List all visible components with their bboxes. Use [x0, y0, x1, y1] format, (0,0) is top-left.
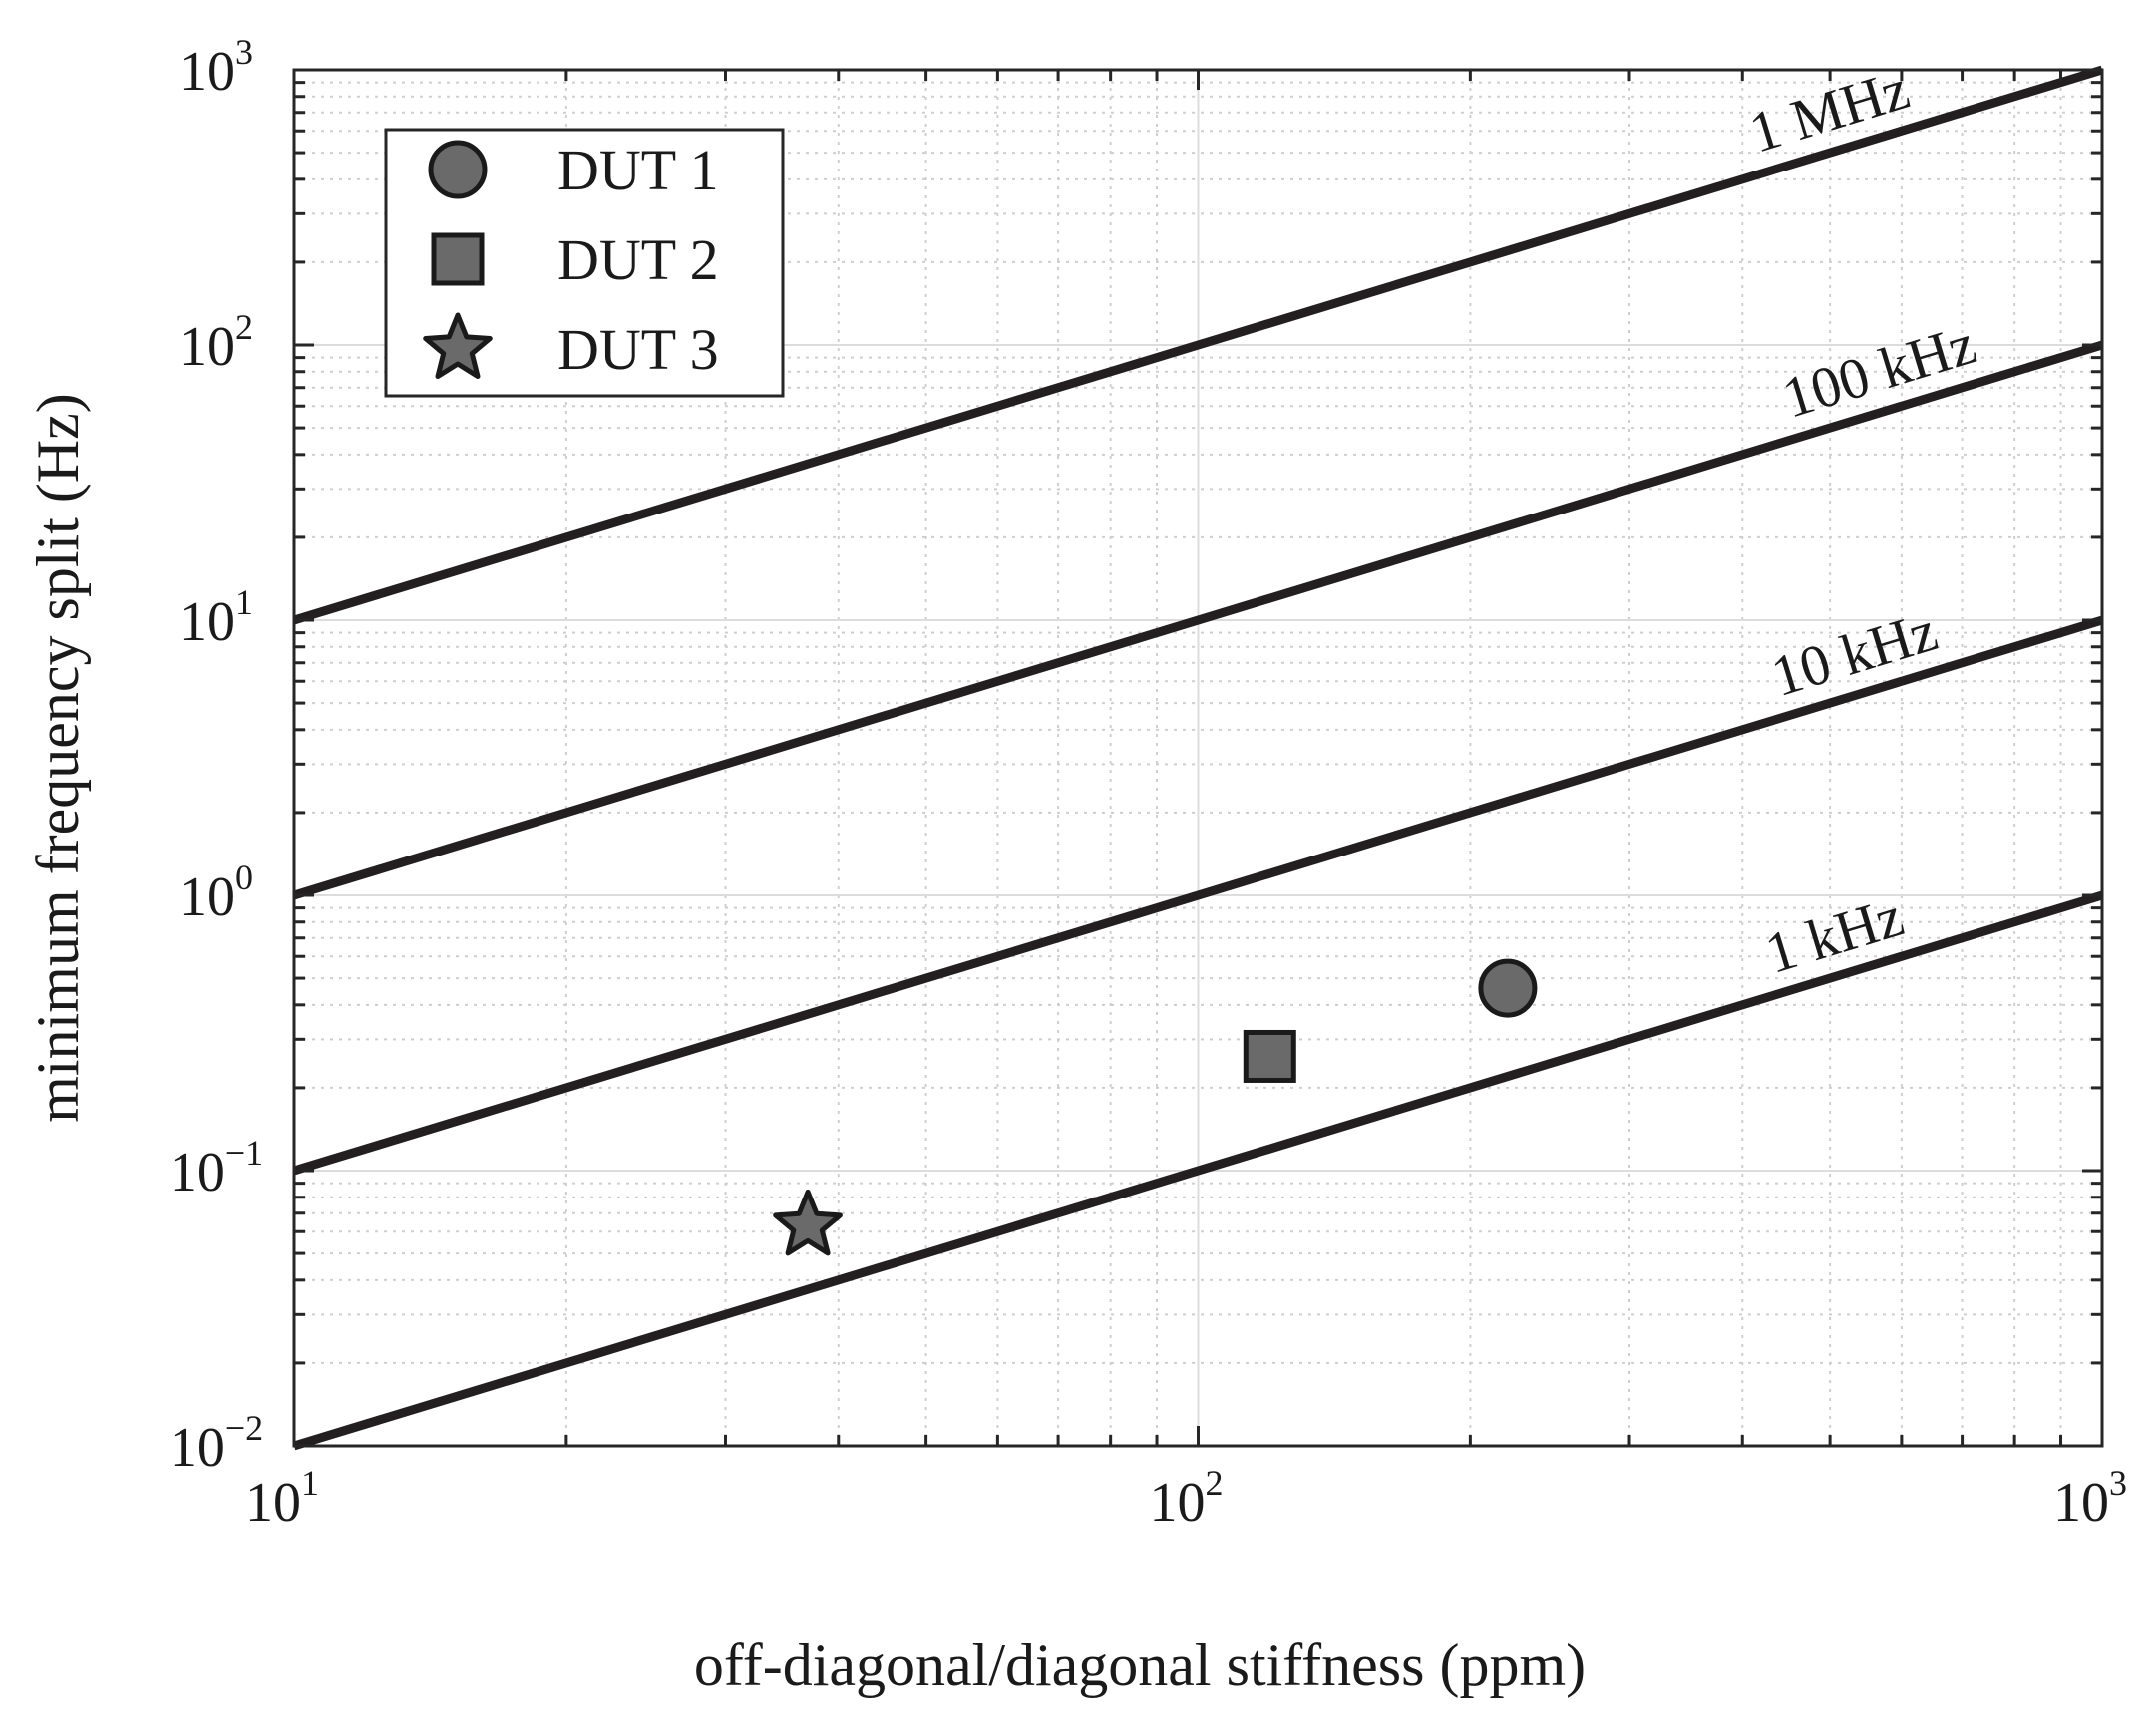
data-point [1243, 1029, 1296, 1083]
reference-line [292, 615, 2104, 1176]
tick-labels: 101 102 103 10−2 10−1 100 101 102 103 [170, 32, 2127, 1534]
legend-marker [431, 232, 485, 286]
legend-entry: DUT 3 [557, 317, 719, 382]
x-axis-label: off-diagonal/diagonal stiffness (ppm) [694, 1632, 1586, 1698]
reference-lines [292, 65, 2104, 1451]
legend-marker [423, 312, 493, 379]
legend-entry: DUT 2 [557, 227, 719, 292]
y-tick-label: 10−1 [170, 1133, 263, 1203]
reference-line [292, 890, 2104, 1451]
y-tick-label: 100 [180, 857, 253, 928]
reference-line-label: 1 kHz [1758, 883, 1911, 986]
y-tick-label: 101 [180, 582, 253, 653]
legend: DUT 1 DUT 2 DUT 3 [384, 128, 785, 398]
x-tick-label: 103 [2053, 1463, 2127, 1534]
axes-frame [292, 68, 2104, 1448]
x-tick-label: 102 [1150, 1463, 1224, 1534]
y-tick-label: 10−2 [170, 1408, 263, 1479]
reference-line [292, 340, 2104, 900]
reference-line [292, 65, 2104, 625]
data-point [1478, 958, 1538, 1018]
y-tick-label: 102 [180, 307, 253, 378]
y-tick-label: 103 [180, 32, 253, 103]
x-tick-label: 101 [245, 1463, 319, 1534]
data-points [773, 958, 1538, 1256]
y-axis-label: minimum frequency split (Hz) [25, 393, 91, 1122]
data-point [773, 1189, 843, 1256]
legend-marker [428, 140, 488, 199]
legend-entry: DUT 1 [557, 138, 719, 202]
